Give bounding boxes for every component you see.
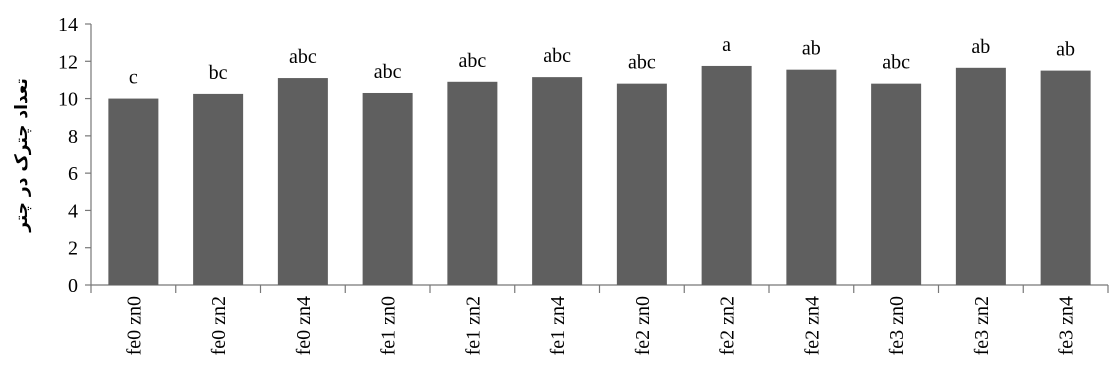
y-tick-label: 14 <box>58 14 78 36</box>
bar <box>786 69 837 285</box>
bar <box>108 98 159 285</box>
x-category-label: fe3 zn4 <box>1056 296 1078 355</box>
bar <box>701 65 752 285</box>
bar <box>871 83 922 286</box>
y-axis-title: تعداد چترک در چتر <box>12 78 32 233</box>
y-ticks: 0 2 4 6 8 10 12 14 <box>58 14 91 297</box>
data-label: abc <box>458 50 486 72</box>
data-label: abc <box>543 45 571 67</box>
x-category-label: fe3 zn0 <box>886 296 908 355</box>
x-category-label: fe1 zn2 <box>462 296 484 355</box>
data-label: ab <box>1056 39 1075 61</box>
x-category-label: fe2 zn2 <box>717 296 739 355</box>
y-tick-label: 8 <box>68 126 78 148</box>
data-label: ab <box>802 38 821 60</box>
bars: c bc abc abc abc abc abc a ab abc ab ab <box>108 34 1091 286</box>
data-label: bc <box>209 62 228 84</box>
x-ticks: fe0 zn0 fe0 zn2 fe0 zn4 fe1 zn0 fe1 zn2 fe1 z… <box>90 285 1109 355</box>
y-tick-label: 2 <box>68 238 78 260</box>
bar <box>1040 70 1091 285</box>
bar <box>193 93 244 286</box>
data-label: abc <box>289 46 317 68</box>
x-category-label: fe1 zn0 <box>378 296 400 355</box>
data-label: abc <box>628 52 656 74</box>
x-category-label: fe2 zn4 <box>801 296 823 355</box>
bar <box>955 67 1006 285</box>
bar <box>616 83 667 286</box>
x-category-label: fe0 zn2 <box>208 296 230 355</box>
bar <box>447 81 498 286</box>
bar <box>362 92 413 285</box>
data-label: c <box>129 67 138 89</box>
data-label: a <box>722 34 731 56</box>
x-category-label: fe2 zn0 <box>632 296 654 355</box>
x-category-label: fe3 zn2 <box>971 296 993 355</box>
y-tick-label: 0 <box>68 275 78 297</box>
x-category-label: fe0 zn0 <box>123 296 145 355</box>
x-category-label: fe0 zn4 <box>293 296 315 355</box>
bar <box>532 77 583 285</box>
data-label: abc <box>882 52 910 74</box>
y-tick-label: 4 <box>68 200 78 222</box>
y-tick-label: 12 <box>58 51 78 73</box>
bar <box>277 78 328 285</box>
y-tick-label: 6 <box>68 163 78 185</box>
x-category-label: fe1 zn4 <box>547 296 569 355</box>
data-label: ab <box>971 36 990 58</box>
y-tick-label: 10 <box>58 89 78 111</box>
data-label: abc <box>374 61 402 83</box>
